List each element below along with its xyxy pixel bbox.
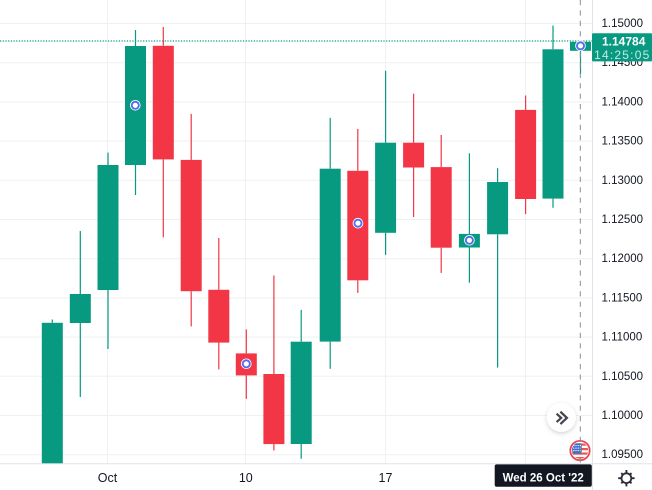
svg-text:1.10500: 1.10500 — [602, 371, 644, 383]
svg-text:1.13500: 1.13500 — [602, 136, 644, 148]
svg-text:14:25:05: 14:25:05 — [594, 48, 650, 62]
svg-text:1.12000: 1.12000 — [602, 253, 644, 265]
svg-text:Wed 26 Oct '22: Wed 26 Oct '22 — [503, 472, 584, 484]
svg-text:Oct: Oct — [98, 471, 118, 485]
svg-text:10: 10 — [239, 471, 253, 485]
svg-text:17: 17 — [379, 471, 393, 485]
svg-text:1.13000: 1.13000 — [602, 175, 644, 187]
svg-text:1.12500: 1.12500 — [602, 214, 644, 226]
svg-text:1.14784: 1.14784 — [602, 34, 646, 48]
svg-text:1.09500: 1.09500 — [602, 449, 644, 461]
svg-text:1.11000: 1.11000 — [602, 332, 643, 344]
svg-text:1.11500: 1.11500 — [602, 292, 643, 304]
svg-text:1.14000: 1.14000 — [602, 96, 644, 108]
svg-text:1.15000: 1.15000 — [602, 18, 644, 30]
svg-text:1.10000: 1.10000 — [602, 410, 644, 422]
